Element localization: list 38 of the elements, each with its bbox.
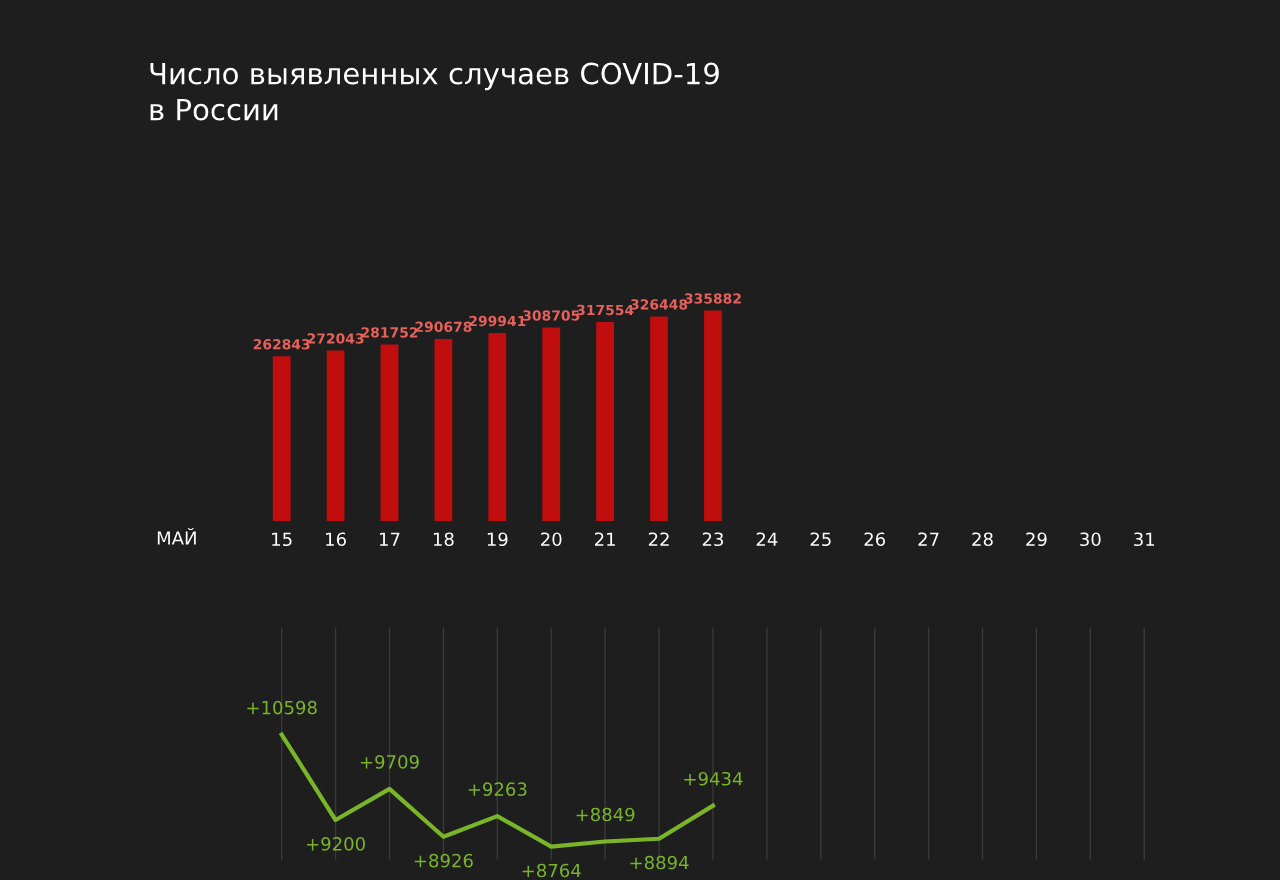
data-label: +8894	[630, 855, 689, 870]
bar	[380, 344, 399, 521]
data-label: +9200	[306, 837, 365, 851]
x-tick-label: 28	[972, 532, 993, 547]
x-tick-label: 23	[702, 532, 723, 547]
x-tick-label: 25	[810, 532, 831, 547]
chart-title: Число выявленных случаев COVID-19 в России	[150, 62, 719, 121]
x-tick-label: 24	[756, 532, 778, 546]
x-tick-label: 20	[541, 532, 562, 547]
x-tick-label: 27	[918, 532, 939, 546]
data-label: +10598	[247, 700, 317, 715]
x-tick-label: 16	[326, 532, 346, 547]
x-tick-label: 21	[594, 532, 615, 546]
data-label: +9709	[360, 755, 419, 769]
bar	[488, 333, 507, 521]
x-axis-title: МАЙ	[157, 527, 196, 545]
x-tick-label: 17	[379, 532, 400, 546]
x-tick-label: 15	[272, 532, 292, 547]
data-label: +8849	[576, 807, 635, 822]
data-label: +8764	[522, 863, 581, 878]
bar	[272, 356, 291, 521]
bar	[326, 350, 345, 521]
x-tick-label: 31	[1134, 532, 1155, 547]
x-tick-label: 30	[1080, 532, 1101, 547]
x-tick-label: 18	[433, 532, 454, 547]
x-tick-label: 19	[487, 532, 508, 547]
bar	[434, 338, 453, 521]
data-label: +9434	[684, 771, 743, 786]
bar	[596, 322, 615, 521]
bar	[650, 316, 668, 521]
bar	[542, 327, 561, 521]
data-label: 335882	[684, 293, 741, 304]
x-tick-label: 22	[648, 532, 669, 546]
x-tick-label: 26	[864, 532, 886, 547]
data-label: +9263	[468, 782, 527, 796]
data-label: +8926	[414, 853, 473, 868]
x-tick-label: 29	[1026, 532, 1047, 547]
bar	[704, 310, 722, 521]
